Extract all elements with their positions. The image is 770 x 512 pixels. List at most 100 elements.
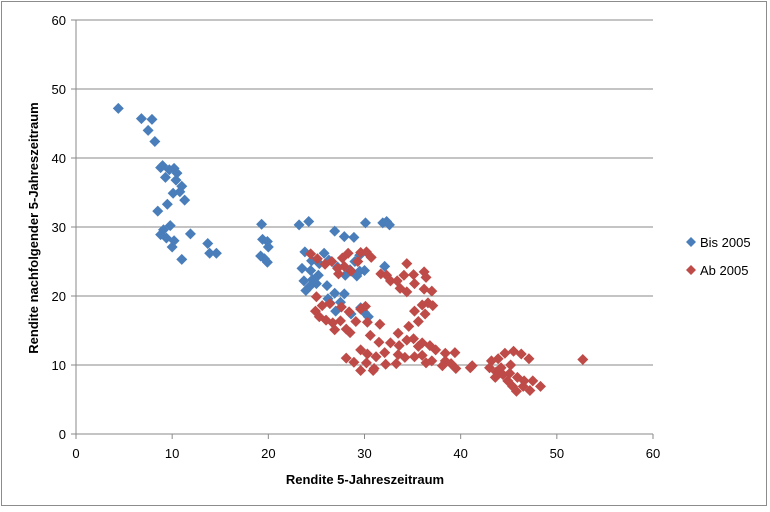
- series-bis-2005: [112, 102, 396, 323]
- data-point: [450, 362, 462, 374]
- data-point: [499, 347, 511, 359]
- data-point: [318, 247, 330, 259]
- data-point: [142, 124, 154, 136]
- data-point: [379, 260, 391, 272]
- data-point: [380, 358, 392, 370]
- data-point: [171, 167, 183, 179]
- data-point: [324, 298, 336, 310]
- data-point: [426, 285, 438, 297]
- tick-labels: 0 10 20 30 40 50 60 0 10 20 30 40 50 60: [52, 13, 661, 461]
- data-point: [343, 306, 355, 318]
- data-point: [399, 351, 411, 363]
- series-ab-2005: [305, 246, 589, 397]
- legend-item: Ab 2005: [686, 263, 748, 278]
- data-point: [492, 353, 504, 365]
- data-point: [393, 340, 405, 352]
- data-point: [350, 316, 362, 328]
- data-point: [416, 349, 428, 361]
- data-point: [403, 320, 415, 332]
- data-point: [361, 316, 373, 328]
- data-point: [577, 353, 589, 365]
- data-point: [310, 291, 322, 303]
- data-point: [293, 219, 305, 231]
- data-point: [335, 301, 347, 313]
- data-point: [329, 324, 341, 336]
- data-point: [334, 315, 346, 327]
- data-point: [348, 356, 360, 368]
- y-tick-label: 0: [59, 427, 66, 442]
- data-point: [255, 250, 267, 262]
- data-point: [359, 264, 370, 276]
- y-tick-label: 10: [52, 358, 66, 373]
- legend: Bis 2005 Ab 2005: [686, 235, 751, 278]
- data-point: [524, 385, 536, 397]
- data-point: [523, 353, 535, 365]
- data-point: [262, 241, 274, 253]
- data-point: [398, 269, 410, 281]
- x-tick-label: 50: [550, 446, 564, 461]
- data-point: [409, 278, 421, 290]
- legend-label: Ab 2005: [700, 263, 748, 278]
- data-point: [184, 228, 196, 240]
- data-point: [508, 345, 520, 357]
- data-point: [329, 225, 341, 237]
- data-point: [510, 385, 522, 397]
- data-point: [170, 174, 182, 186]
- data-point: [261, 256, 273, 268]
- data-point: [384, 275, 396, 287]
- x-tick-label: 20: [261, 446, 275, 461]
- data-point: [449, 347, 461, 359]
- data-point: [179, 194, 191, 206]
- y-tick-label: 40: [52, 151, 66, 166]
- data-point: [489, 371, 501, 383]
- data-point: [364, 329, 376, 341]
- data-point: [298, 275, 310, 287]
- data-point: [176, 253, 188, 265]
- data-point: [436, 360, 448, 372]
- data-point: [204, 247, 216, 259]
- data-point: [152, 205, 164, 217]
- data-point: [342, 247, 354, 259]
- data-point: [370, 351, 382, 363]
- x-tick-label: 60: [646, 446, 660, 461]
- data-point: [166, 241, 178, 253]
- data-point: [401, 258, 413, 270]
- legend-marker: [686, 237, 696, 247]
- data-point: [367, 365, 379, 377]
- data-point: [373, 336, 385, 348]
- data-point: [420, 357, 432, 369]
- data-point: [355, 365, 367, 377]
- data-point: [464, 362, 476, 374]
- data-point: [401, 286, 413, 298]
- data-point: [340, 352, 352, 364]
- data-point: [256, 218, 268, 230]
- data-point: [300, 284, 312, 296]
- data-point: [159, 171, 171, 183]
- data-point: [379, 347, 391, 359]
- data-point: [155, 162, 167, 174]
- data-point: [505, 359, 517, 371]
- data-point: [338, 231, 350, 243]
- data-point: [427, 300, 439, 312]
- axes: [71, 19, 654, 439]
- x-axis-title: Rendite 5-Jahreszeitraum: [286, 472, 444, 487]
- data-point: [146, 113, 158, 125]
- data-point: [305, 264, 317, 276]
- data-point: [419, 308, 431, 320]
- data-point: [338, 260, 350, 272]
- data-point: [311, 253, 323, 265]
- y-tick-label: 30: [52, 220, 66, 235]
- data-point: [333, 268, 345, 280]
- data-point: [408, 333, 420, 345]
- x-tick-label: 40: [453, 446, 467, 461]
- data-point: [321, 280, 333, 292]
- y-axis-title: Rendite nachfolgender 5-Jahreszeitraum: [26, 102, 41, 353]
- data-point: [149, 135, 161, 147]
- data-point: [348, 231, 360, 243]
- data-point: [409, 305, 421, 317]
- y-tick-label: 50: [52, 82, 66, 97]
- data-point: [430, 344, 442, 356]
- legend-item: Bis 2005: [686, 235, 751, 250]
- data-point: [495, 362, 507, 374]
